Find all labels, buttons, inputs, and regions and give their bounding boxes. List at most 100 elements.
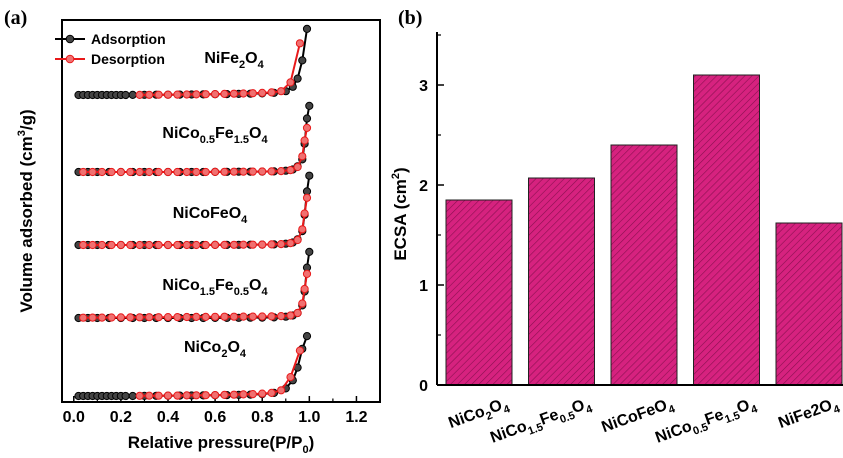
- desorption-point: [229, 240, 239, 249]
- desorption-point: [145, 167, 154, 177]
- desorption-point: [201, 391, 210, 400]
- desorption-point: [135, 240, 144, 250]
- sample-label-part: 0.5: [200, 134, 215, 146]
- y-tick-label: 0: [419, 378, 428, 395]
- desorption-point: [173, 391, 182, 400]
- desorption-point: [126, 240, 135, 250]
- x-tick-label: 1.0: [298, 409, 320, 426]
- desorption-point: [258, 389, 267, 398]
- panel-a: (a) 0.0 0.2 0.4 0.6 0.8 1.0 1.2 NiFe2O4NiCo0.5…: [4, 7, 381, 456]
- desorption-point: [173, 90, 182, 99]
- desorption-point: [182, 167, 191, 177]
- panel-a-y-axis-title-main: Volume adsorbed (cm: [17, 136, 36, 312]
- legend-desorption-label: Desorption: [91, 51, 165, 67]
- panel-a-label: (a): [4, 7, 27, 29]
- panel-b-y-ticks: 0 1 2 3: [419, 34, 444, 395]
- panel-a-x-axis-title-sub: 0: [303, 444, 309, 456]
- bar: [610, 144, 678, 386]
- category-label-part: 2: [484, 410, 494, 423]
- desorption-point: [267, 312, 276, 321]
- desorption-point: [126, 313, 135, 322]
- desorption-point: [79, 313, 88, 322]
- desorption-point: [107, 240, 116, 250]
- desorption-point: [192, 391, 201, 400]
- sample-label-part: O: [249, 125, 261, 142]
- desorption-point: [135, 391, 144, 400]
- desorption-point: [302, 269, 312, 278]
- desorption-point: [126, 167, 135, 177]
- sample-label-part: 0.5: [234, 286, 249, 298]
- sample-label-part: O: [245, 50, 257, 67]
- desorption-point: [154, 90, 163, 99]
- category-label-part: Fe: [538, 406, 561, 428]
- desorption-point: [201, 312, 210, 321]
- adsorption-point: [302, 24, 312, 33]
- desorption-point: [277, 312, 286, 321]
- desorption-point: [88, 167, 97, 177]
- category-label-part: NiFe2O: [776, 397, 834, 432]
- sample-label-part: O: [249, 277, 261, 294]
- desorption-point: [300, 136, 309, 145]
- sample-label-part: 4: [261, 134, 268, 146]
- desorption-point: [258, 88, 267, 98]
- legend-adsorption-label: Adsorption: [91, 31, 166, 47]
- isotherm-1: [74, 24, 312, 100]
- desorption-point: [293, 162, 302, 172]
- x-tick-label: 0.4: [157, 409, 179, 426]
- desorption-point: [220, 312, 229, 321]
- panel-a-isotherms: [74, 24, 314, 401]
- panel-a-plot-frame: [61, 19, 381, 403]
- category-label-part: 0.5: [691, 421, 709, 438]
- sample-label: NiCo2O4: [184, 339, 247, 360]
- desorption-point: [229, 89, 239, 98]
- x-tick-label: 0.6: [204, 409, 226, 426]
- category-label-part: O: [487, 397, 505, 417]
- sample-label-part: 4: [241, 214, 248, 226]
- x-tick-label: 0.0: [63, 409, 85, 426]
- category-label-part: 1.5: [723, 410, 741, 427]
- desorption-point: [239, 312, 248, 321]
- desorption-point: [286, 239, 295, 248]
- desorption-point: [258, 312, 267, 321]
- sample-label-part: Fe: [215, 277, 234, 294]
- desorption-point: [267, 388, 276, 397]
- category-label-part: NiCo: [488, 418, 529, 447]
- panel-a-x-ticks: 0.0 0.2 0.4 0.6 0.8 1.0 1.2: [63, 396, 381, 426]
- desorption-point: [154, 313, 163, 322]
- desorption-point: [182, 240, 191, 250]
- desorption-point: [192, 312, 201, 321]
- x-tick-label: 1.2: [345, 409, 367, 426]
- desorption-point: [239, 89, 248, 98]
- bar: [693, 74, 760, 386]
- desorption-point: [173, 167, 182, 177]
- sample-label: NiCoFeO4: [173, 205, 248, 226]
- sample-label-part: NiFe: [204, 50, 239, 67]
- legend-adsorption-marker: [65, 34, 75, 44]
- sample-label-part: NiCo: [162, 125, 200, 142]
- desorption-point: [97, 313, 107, 322]
- category-label: NiFe2O4: [776, 394, 842, 435]
- desorption-point: [229, 312, 239, 321]
- legend-desorption-marker: [65, 54, 75, 64]
- sample-label: NiCo1.5Fe0.5O4: [162, 277, 268, 298]
- desorption-point: [145, 313, 154, 322]
- adsorption-point: [305, 101, 314, 111]
- desorption-point: [239, 167, 248, 176]
- sample-label: NiCo0.5Fe1.5O4: [162, 125, 268, 146]
- sample-label-part: Fe: [215, 125, 234, 142]
- bar: [775, 222, 843, 386]
- panel-a-sample-labels: NiFe2O4NiCo0.5Fe1.5O4NiCoFeO4NiCo1.5Fe0.…: [162, 50, 268, 360]
- desorption-point: [192, 240, 201, 250]
- adsorption-point: [305, 171, 314, 180]
- panel-b-y-axis-title-end: ): [391, 167, 410, 173]
- desorption-point: [163, 240, 173, 250]
- isotherm-2: [74, 101, 314, 177]
- desorption-point: [229, 390, 239, 399]
- desorption-point: [267, 240, 276, 249]
- panel-a-y-axis-title-sup: 3: [16, 130, 28, 136]
- desorption-point: [201, 240, 210, 250]
- desorption-point: [293, 235, 302, 245]
- desorption-point: [298, 225, 307, 234]
